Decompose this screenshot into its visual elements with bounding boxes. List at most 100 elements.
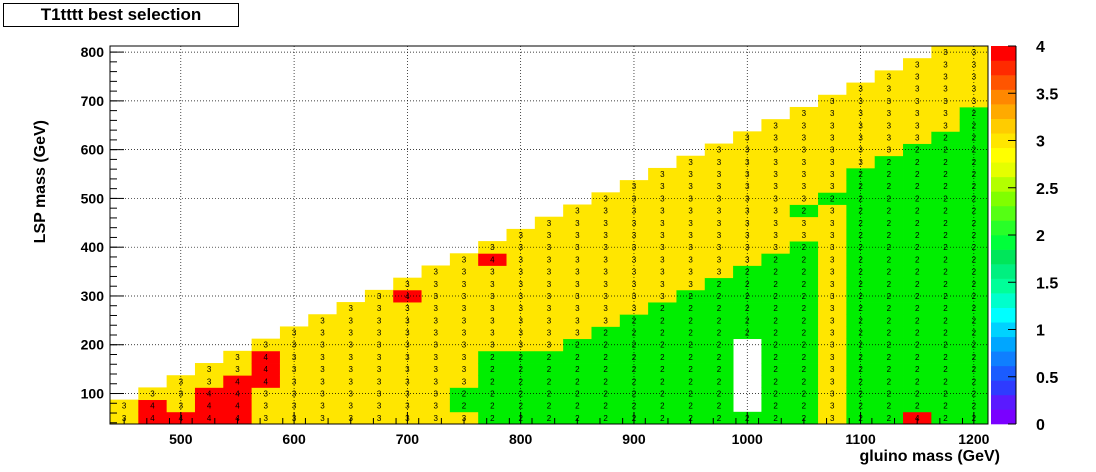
cell-value-label: 2 <box>717 341 722 350</box>
cell-value-label: 2 <box>802 377 807 386</box>
cell-value-label: 3 <box>830 280 835 289</box>
cell-value-label: 2 <box>943 133 948 142</box>
heatmap-cell <box>478 289 507 303</box>
cell-value-label: 2 <box>915 329 920 338</box>
cell-value-label: 3 <box>943 121 948 130</box>
colorbar-swatch <box>991 89 1016 105</box>
cell-value-label: 3 <box>349 402 354 411</box>
heatmap-cell <box>846 106 876 120</box>
heatmap-cell <box>251 363 281 376</box>
cell-value-label: 3 <box>943 109 948 118</box>
cell-value-label: 2 <box>972 170 977 179</box>
heatmap-cell <box>704 302 734 315</box>
heatmap-cell <box>931 265 961 279</box>
cell-value-label: 2 <box>887 390 892 399</box>
cell-value-label: 2 <box>943 243 948 252</box>
cell-value-label: 3 <box>830 207 835 216</box>
cell-value-label: 2 <box>915 207 920 216</box>
cell-value-label: 2 <box>632 377 637 386</box>
heatmap-cell <box>874 277 904 291</box>
heatmap-cell <box>563 387 592 401</box>
heatmap-cell <box>364 399 394 413</box>
cell-value-label: 3 <box>320 402 325 411</box>
cell-value-label: 3 <box>547 329 552 338</box>
cell-value-label: 2 <box>915 280 920 289</box>
heatmap-cell <box>704 363 734 376</box>
heatmap-cell <box>534 375 564 388</box>
heatmap-cell <box>931 155 961 169</box>
heatmap-cell <box>846 350 876 364</box>
heatmap-cell <box>478 277 507 291</box>
cell-value-label: 2 <box>688 365 693 374</box>
cell-value-label: 3 <box>575 219 580 228</box>
cell-value-label: 3 <box>915 133 920 142</box>
heatmap-cell <box>959 167 989 181</box>
heatmap-cell <box>393 302 422 315</box>
cell-value-label: 2 <box>802 280 807 289</box>
heatmap-cell <box>903 228 932 242</box>
colorbar-swatch <box>991 176 1016 192</box>
cell-value-label: 2 <box>915 268 920 277</box>
heatmap-cell <box>874 411 904 425</box>
cell-value-label: 2 <box>688 402 693 411</box>
cell-value-label: 3 <box>377 390 382 399</box>
cell-value-label: 3 <box>462 377 467 386</box>
heatmap-cell <box>449 350 479 364</box>
heatmap-cell <box>931 106 961 120</box>
colorbar-swatch <box>991 205 1016 221</box>
heatmap-cell <box>364 350 394 364</box>
heatmap-cell <box>279 338 309 352</box>
x-tick-label: 1000 <box>732 431 763 447</box>
heatmap-cell <box>421 302 451 315</box>
cell-value-label: 2 <box>660 414 665 423</box>
cell-value-label: 3 <box>547 304 552 313</box>
cell-value-label: 2 <box>773 353 778 362</box>
heatmap-cell <box>874 241 904 254</box>
heatmap-cell <box>733 180 762 193</box>
cell-value-label: 3 <box>688 194 693 203</box>
heatmap-cell <box>563 350 592 364</box>
cell-value-label: 2 <box>802 304 807 313</box>
heatmap-cell <box>846 375 876 388</box>
colorbar-swatch <box>991 60 1016 76</box>
colorbar-tick-label: 2 <box>1036 228 1045 245</box>
colorbar-swatch <box>991 147 1016 163</box>
cell-value-label: 2 <box>915 182 920 191</box>
heatmap-cell <box>279 375 309 388</box>
cell-value-label: 2 <box>858 182 863 191</box>
heatmap-cell <box>308 314 337 327</box>
heatmap-cell <box>789 228 819 242</box>
cell-value-label: 2 <box>688 292 693 301</box>
heatmap-cell <box>449 326 479 340</box>
heatmap-cell <box>761 204 791 218</box>
cell-value-label: 2 <box>603 365 608 374</box>
cell-value-label: 2 <box>972 268 977 277</box>
heatmap-cell <box>676 375 706 388</box>
heatmap-cell <box>251 350 281 364</box>
cell-value-label: 2 <box>745 304 750 313</box>
heatmap-cell <box>704 155 734 169</box>
heatmap-cell <box>789 119 819 132</box>
heatmap-cell <box>931 167 961 181</box>
cell-value-label: 3 <box>972 97 977 106</box>
heatmap-cell <box>393 363 422 376</box>
cell-value-label: 3 <box>462 353 467 362</box>
cell-value-label: 2 <box>915 170 920 179</box>
heatmap-cell <box>903 131 932 144</box>
cell-value-label: 2 <box>858 194 863 203</box>
heatmap-cell <box>619 326 649 340</box>
cell-value-label: 3 <box>207 377 212 386</box>
heatmap-cell <box>364 338 394 352</box>
cell-value-label: 2 <box>943 353 948 362</box>
cell-value-label: 3 <box>377 304 382 313</box>
heatmap-cell <box>903 375 932 388</box>
heatmap-cell <box>789 204 819 218</box>
heatmap-cell <box>449 265 479 279</box>
heatmap-cell <box>761 350 791 364</box>
heatmap-cell <box>563 326 592 340</box>
heatmap-cell <box>619 314 649 327</box>
heatmap-cell <box>874 338 904 352</box>
heatmap-cell <box>478 387 507 401</box>
heatmap-cell <box>959 399 989 413</box>
heatmap-cell <box>789 399 819 413</box>
